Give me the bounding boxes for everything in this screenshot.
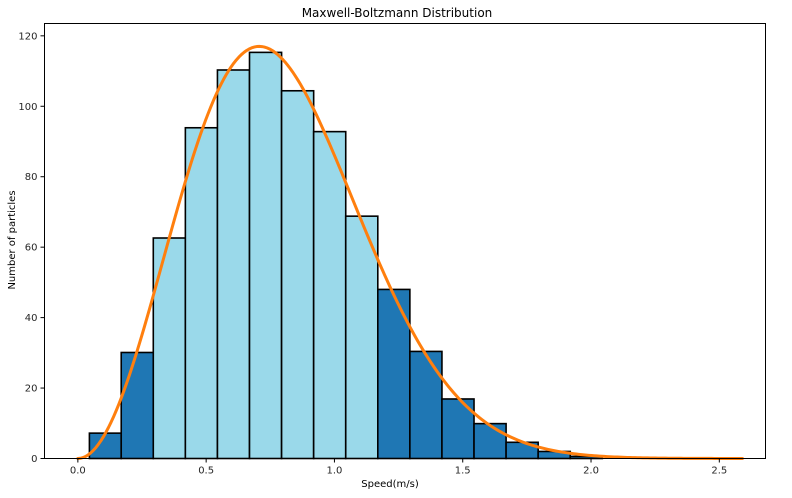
plot-frame xyxy=(44,23,766,459)
x-tick-label: 2.5 xyxy=(711,466,727,477)
histogram-bar-7 xyxy=(280,89,315,460)
x-tick-label: 2.0 xyxy=(583,466,599,477)
histogram-bar-4 xyxy=(184,126,219,460)
y-tick-label: 40 xyxy=(25,313,38,324)
x-axis-label: Speed(m/s) xyxy=(361,479,419,490)
histogram-bar-3 xyxy=(152,237,187,460)
fit-curve-line xyxy=(76,44,744,460)
histogram-bar-11 xyxy=(409,350,443,460)
y-axis-ticks: 0 20 40 60 80 100 120 xyxy=(18,31,45,465)
histogram-bar-2 xyxy=(120,351,155,460)
y-tick-label: 0 xyxy=(31,454,37,465)
histogram-bar-8 xyxy=(312,130,347,460)
histogram-bar-13 xyxy=(473,422,507,460)
histogram-bar-5 xyxy=(216,69,251,460)
y-axis-label: Number of particles xyxy=(7,190,18,289)
histogram-bar-9 xyxy=(344,215,379,460)
x-tick-label: 0.0 xyxy=(70,466,86,477)
x-axis-ticks: 0.0 0.5 1.0 1.5 2.0 2.5 xyxy=(70,458,727,477)
y-tick-label: 100 xyxy=(18,102,37,113)
histogram-bar-6 xyxy=(248,51,283,460)
histogram-bar-1 xyxy=(88,432,123,460)
y-tick-label: 80 xyxy=(25,172,38,183)
y-tick-label: 120 xyxy=(18,31,37,42)
y-tick-label: 20 xyxy=(25,384,38,395)
x-tick-label: 1.0 xyxy=(326,466,342,477)
histogram-bars xyxy=(88,51,604,460)
x-tick-label: 0.5 xyxy=(198,466,214,477)
chart-title: Maxwell-Boltzmann Distribution xyxy=(302,6,493,20)
fit-curve-layer xyxy=(76,44,744,460)
x-tick-label: 1.5 xyxy=(455,466,471,477)
y-tick-label: 60 xyxy=(25,243,38,254)
